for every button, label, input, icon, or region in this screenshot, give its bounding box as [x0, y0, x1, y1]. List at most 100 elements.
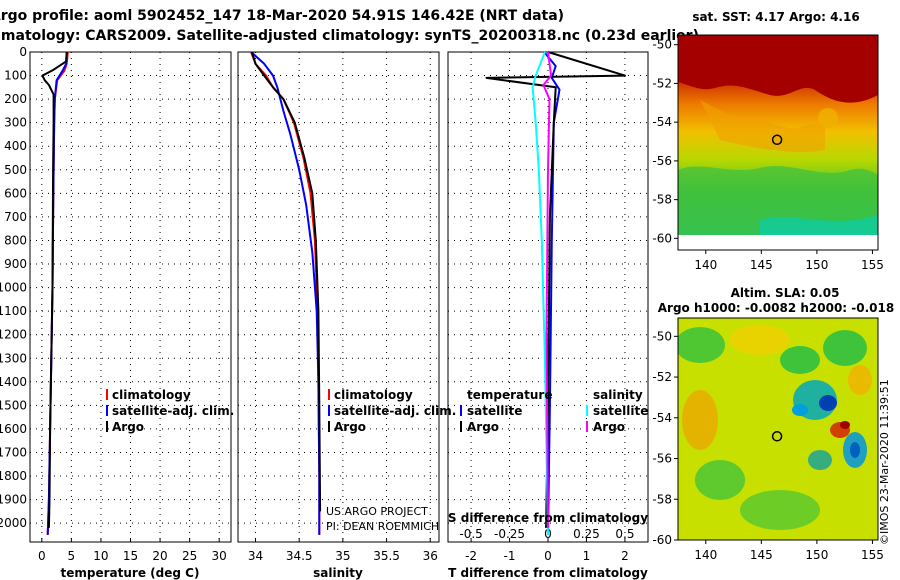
- temperature-legend: climatology satellite-adj. clim. Argo: [106, 388, 234, 434]
- difference-x-tick-label: 1: [583, 549, 591, 563]
- legend-label-climatology: climatology: [334, 388, 413, 402]
- temperature-panel-frame: [29, 51, 232, 543]
- legend-swatch-satellite: [106, 405, 108, 416]
- difference-x-tick-label: 0: [544, 549, 552, 563]
- temperature-x-tick-label: 20: [152, 549, 167, 563]
- legend-label-satellite: satellite-adj. clim.: [334, 404, 456, 418]
- sla-float-marker: [771, 431, 783, 442]
- legend-swatch-argo: [106, 421, 108, 432]
- temperature-x-tick-label: 25: [182, 549, 197, 563]
- temperature-x-tick-label: 10: [93, 549, 108, 563]
- depth-tick-label: 1400: [0, 375, 27, 389]
- credit-project: US ARGO PROJECT: [326, 505, 428, 518]
- map-lat-label: -54: [652, 115, 672, 129]
- depth-tick-label: 500: [4, 163, 27, 177]
- imos-watermark: ©IMOS 23-Mar-2020 11:39:51: [878, 379, 891, 545]
- difference-x-tick-label: 2: [621, 549, 629, 563]
- map-lat-label: -50: [652, 329, 672, 343]
- sst-map-image: [678, 35, 878, 250]
- legend-salinity-heading: salinity: [593, 388, 643, 402]
- sla-map-title-1: Altim. SLA: 0.05: [731, 286, 840, 300]
- legend-swatch-argo: [328, 421, 330, 432]
- s-difference-tick-label: 0.5: [615, 527, 634, 541]
- map-lon-label: 140: [694, 548, 717, 562]
- difference-legend: temperature salinity satellite Argo sate…: [460, 388, 648, 434]
- salinity-legend: climatology satellite-adj. clim. Argo: [328, 388, 456, 434]
- title-line-2: Climatology: CARS2009. Satellite-adjuste…: [0, 28, 699, 44]
- sla-map-title-2: Argo h1000: -0.0082 h2000: -0.018: [658, 301, 894, 315]
- map-lat-label: -56: [652, 154, 672, 168]
- depth-tick-label: 400: [4, 139, 27, 153]
- temperature-xlabel: temperature (deg C): [61, 566, 200, 580]
- depth-tick-label: 100: [4, 69, 27, 83]
- map-lat-label: -50: [652, 38, 672, 52]
- legend-label-climatology: climatology: [112, 388, 191, 402]
- map-lon-label: 155: [861, 548, 884, 562]
- depth-axis: 0 100 200 300 400 500 600 700 800 900 1000 1100 1200…: [0, 45, 27, 530]
- depth-tick-label: 900: [4, 257, 27, 271]
- depth-tick-label: 200: [4, 92, 27, 106]
- salinity-x-tick-label: 36: [423, 549, 438, 563]
- depth-tick-label: 1200: [0, 328, 27, 342]
- depth-tick-label: 1000: [0, 281, 27, 295]
- legend-swatch-temp-argo: [460, 421, 462, 432]
- legend-swatch-climatology: [328, 389, 330, 400]
- map-lat-label: -58: [652, 492, 672, 506]
- series-line-satellite-adj-clim-: [250, 51, 321, 535]
- sst-map-frame: [677, 34, 879, 251]
- legend-label-sal-argo: Argo: [593, 420, 625, 434]
- s-difference-tick-label: -0.5: [459, 527, 482, 541]
- salinity-x-tick-label: 34: [248, 549, 263, 563]
- sst-float-marker: [771, 134, 783, 146]
- sla-map-image: [678, 318, 878, 540]
- depth-tick-label: 700: [4, 210, 27, 224]
- map-lon-label: 140: [694, 258, 717, 272]
- map-lon-label: 150: [805, 548, 828, 562]
- map-lon-label: 145: [750, 548, 773, 562]
- salinity-panel-frame: [237, 51, 440, 543]
- series-line-temperature-satellite: [543, 51, 561, 535]
- salinity-xlabel: salinity: [313, 566, 363, 580]
- depth-tick-label: 2000: [0, 516, 27, 530]
- depth-tick-label: 1900: [0, 493, 27, 507]
- salinity-x-tick-label: 34.5: [286, 549, 313, 563]
- map-lat-label: -54: [652, 411, 672, 425]
- profile-gridlines: [30, 51, 648, 542]
- temperature-x-tick-label: 0: [38, 549, 46, 563]
- map-lat-label: -52: [652, 76, 672, 90]
- legend-swatch-climatology: [106, 389, 108, 400]
- sla-map-frame: [677, 317, 879, 541]
- depth-tick-label: 1300: [0, 351, 27, 365]
- s-difference-tick-label: -0.25: [494, 527, 525, 541]
- legend-label-temp-argo: Argo: [467, 420, 499, 434]
- legend-temperature-heading: temperature: [467, 388, 552, 402]
- map-lon-label: 150: [805, 258, 828, 272]
- depth-tick-label: 600: [4, 186, 27, 200]
- series-line-argo: [251, 51, 322, 512]
- difference-x-tick-label: -1: [504, 549, 516, 563]
- map-lon-label: 155: [861, 258, 884, 272]
- series-line-salinity-satellite: [531, 51, 549, 535]
- sst-map-axes: -50 -52 -54 -56 -58 -60 140 145 150 155: [652, 38, 884, 272]
- map-lat-label: -58: [652, 193, 672, 207]
- series-line-temperature-argo: [485, 51, 626, 528]
- temperature-x-tick-label: 15: [123, 549, 138, 563]
- temperature-x-tick-label: 5: [68, 549, 76, 563]
- depth-tick-label: 1800: [0, 469, 27, 483]
- depth-tick-label: 1600: [0, 422, 27, 436]
- legend-label-argo: Argo: [112, 420, 144, 434]
- depth-tick-label: 800: [4, 233, 27, 247]
- map-lat-label: -60: [652, 533, 672, 547]
- depth-tick-label: 300: [4, 116, 27, 130]
- map-lat-label: -60: [652, 231, 672, 245]
- map-lon-label: 145: [750, 258, 773, 272]
- credit-pi: PI: DEAN ROEMMICH: [326, 520, 439, 533]
- series-line-argo: [41, 51, 68, 528]
- difference-xlabel: T difference from climatology: [448, 566, 648, 580]
- difference-x-tick-label: -2: [465, 549, 477, 563]
- salinity-x-tick-label: 35.5: [373, 549, 400, 563]
- temperature-x-tick-label: 30: [212, 549, 227, 563]
- series-line-salinity-argo: [542, 51, 553, 528]
- legend-swatch-satellite: [328, 405, 330, 416]
- sst-map-title: sat. SST: 4.17 Argo: 4.16: [692, 10, 859, 24]
